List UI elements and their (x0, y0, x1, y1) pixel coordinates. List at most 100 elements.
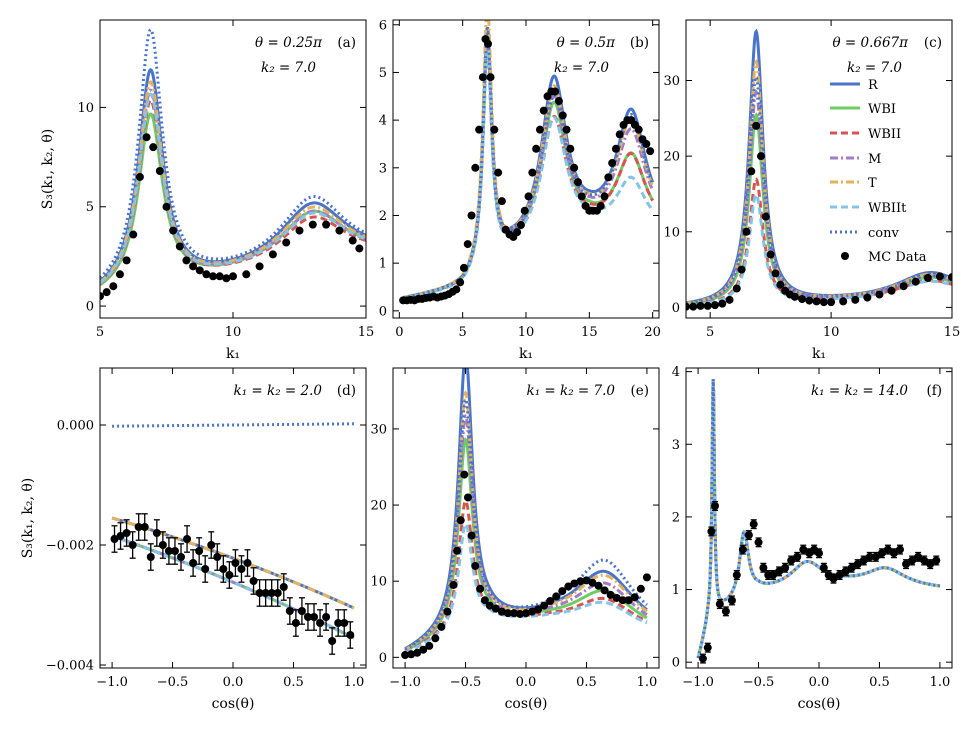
x-tick-label: 15 (358, 325, 375, 340)
mc-point (771, 269, 780, 278)
y-tick-label: 0 (86, 300, 94, 315)
mc-point (109, 282, 118, 291)
mc-point (195, 266, 204, 275)
mc-point (570, 163, 579, 172)
mc-point (129, 230, 138, 239)
series-line-T (696, 379, 941, 659)
x-tick-label: 15 (944, 325, 961, 340)
panel-annotation: θ = 0.5π (557, 35, 616, 51)
mc-point (865, 552, 874, 561)
series-line-WBII (402, 43, 654, 300)
mc-point (467, 531, 476, 540)
x-tick-label: 15 (581, 325, 598, 340)
mc-point (231, 559, 240, 567)
mc-point (819, 298, 828, 307)
panel-frame (392, 19, 660, 319)
mc-point (871, 552, 880, 561)
y-tick-label: 6 (379, 18, 387, 33)
panel-annotation: k₁ = k₂ = 7.0 (527, 383, 616, 399)
mc-point (582, 576, 591, 585)
panel-annotation-k2: k₂ = 7.0 (554, 60, 609, 76)
mc-point (914, 552, 923, 561)
mc-point (718, 299, 727, 308)
x-tick-label: 0.5 (283, 675, 304, 690)
y-tick-label: 1 (379, 257, 387, 272)
mc-point (431, 634, 440, 643)
legend-swatch-MC (841, 252, 849, 260)
mc-point (558, 587, 567, 596)
mc-point (812, 297, 821, 306)
mc-point (303, 613, 312, 621)
mc-point (513, 228, 522, 237)
mc-point (738, 545, 747, 554)
mc-point (877, 549, 886, 558)
mc-point (887, 286, 896, 295)
mc-point (815, 549, 823, 558)
panel-b: 0 5 10 15 20 0 1 2 3 4 5 6 k₁ θ = 0.5π k₂ = 7.0 (b) (379, 18, 661, 362)
legend-label-WBIIt: WBIIt (868, 201, 907, 216)
mc-point (310, 613, 319, 621)
mc-point (475, 125, 484, 134)
mc-point (732, 571, 741, 580)
mc-point (177, 553, 186, 561)
mc-point (348, 236, 357, 245)
mc-point (237, 565, 246, 573)
y-tick-label: 10 (663, 225, 680, 240)
x-tick-label: 0.0 (809, 675, 830, 690)
x-tick-label: 0 (395, 325, 403, 340)
mc-point (355, 244, 364, 253)
panel-tag: (a) (337, 35, 356, 51)
mc-point (346, 631, 355, 639)
mc-point (711, 301, 720, 310)
mc-point (322, 613, 331, 621)
y-tick-label: 0 (379, 651, 387, 666)
mc-point (742, 227, 751, 236)
mc-point (608, 159, 617, 168)
x-tick-label: 10 (225, 325, 242, 340)
mc-point (528, 607, 537, 616)
mc-point (799, 545, 808, 554)
mc-point (242, 270, 251, 279)
mc-point (268, 250, 277, 259)
mc-point (102, 288, 111, 297)
panel-c: 5 10 15 0 10 20 30 k₁ θ = 0.667π k₂ = 7.0 (c) (663, 19, 961, 362)
mc-point (255, 589, 264, 597)
mc-point (805, 296, 814, 305)
mc-point (471, 561, 480, 570)
legend-label-MC: MC Data (868, 250, 927, 265)
mc-point (122, 529, 131, 537)
mc-point (754, 538, 763, 547)
legend-label-T: T (868, 176, 877, 191)
mc-point (453, 546, 462, 555)
legend: R WBI WBII M T WBIIt conv MC Data (830, 78, 927, 265)
y-tick-label: 3 (379, 161, 387, 176)
mc-point (596, 201, 605, 210)
y-tick-label: 4 (672, 365, 680, 380)
mc-point (425, 641, 434, 650)
mc-point (484, 39, 492, 48)
panel-frame (685, 19, 953, 319)
series-line-T (111, 516, 355, 610)
x-tick-label: −1.0 (682, 675, 714, 690)
panel-tag: (f) (926, 383, 942, 399)
mc-point (948, 273, 952, 282)
series-line-WBI (696, 379, 941, 659)
panel-annotation: k₁ = k₂ = 14.0 (811, 383, 908, 399)
mc-point (926, 560, 935, 569)
x-tick-label: −1.0 (389, 675, 421, 690)
mc-point (328, 637, 337, 645)
panel-annotation-k2: k₂ = 7.0 (847, 60, 902, 76)
mc-point (932, 556, 941, 565)
mc-point (494, 168, 503, 177)
series-line-conv (404, 397, 648, 651)
mc-point (883, 545, 892, 554)
x-tick-label: 20 (644, 325, 661, 340)
mc-point (135, 172, 144, 181)
mc-point (775, 567, 784, 576)
mc-point (140, 523, 149, 531)
mc-point (703, 643, 712, 652)
mc-point (509, 609, 518, 618)
plot-area (100, 27, 366, 301)
mc-point (576, 577, 585, 586)
mc-point (463, 240, 472, 249)
